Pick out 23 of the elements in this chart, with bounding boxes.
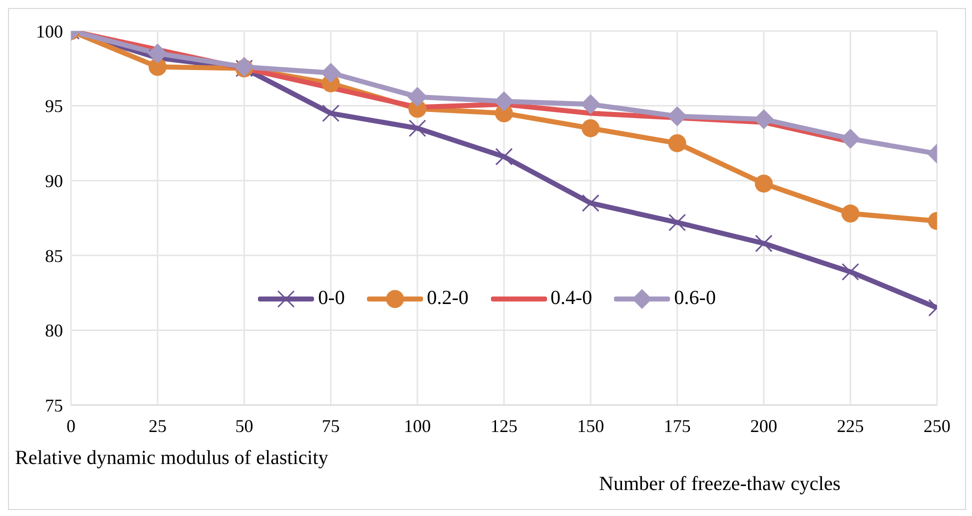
x-tick-label: 150 [577, 416, 604, 436]
x-tick-label: 75 [322, 416, 340, 436]
legend-label: 0.6-0 [674, 287, 716, 310]
x-tick-label: 250 [924, 416, 950, 436]
x-tick-label: 25 [148, 416, 167, 436]
y-tick-label: 80 [45, 320, 63, 341]
x-tick-label: 200 [750, 416, 778, 436]
x-tick-label: 0 [66, 416, 76, 436]
y-tick-label: 95 [45, 96, 63, 116]
legend-label: 0-0 [318, 287, 345, 310]
x-tick-label: 225 [836, 416, 864, 436]
legend-label: 0.2-0 [426, 287, 468, 310]
y-tick-label: 75 [45, 395, 63, 416]
x-tick-label: 100 [404, 416, 431, 436]
legend-label: 0.4-0 [550, 287, 592, 310]
x-tick-label: 50 [235, 416, 254, 436]
y-tick-label: 85 [45, 246, 63, 266]
y-axis-title: Relative dynamic modulus of elasticity [15, 447, 328, 470]
x-axis-title: Number of freeze-thaw cycles [599, 473, 841, 496]
y-tick-label: 90 [45, 170, 63, 191]
y-tick-label: 100 [36, 21, 63, 42]
x-tick-label: 125 [490, 416, 518, 436]
x-tick-label: 175 [664, 416, 691, 436]
